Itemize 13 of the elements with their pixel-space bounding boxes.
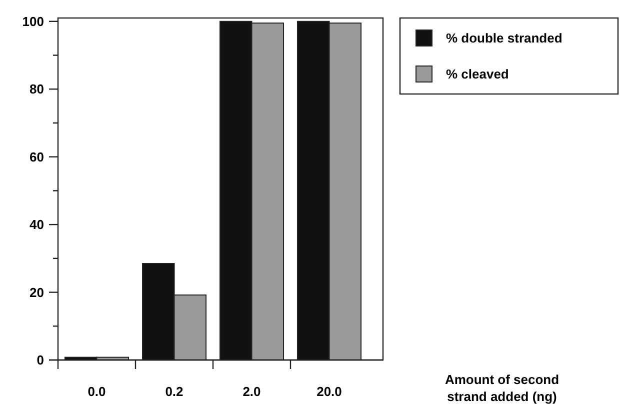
x-tick-label: 2.0 xyxy=(242,384,261,399)
y-tick-label: 60 xyxy=(30,149,44,164)
x-tick-label: 20.0 xyxy=(316,384,342,399)
y-tick-label: 100 xyxy=(22,14,44,29)
y-tick-label: 40 xyxy=(30,217,44,232)
y-tick-label: 20 xyxy=(30,284,44,300)
x-axis-title: Amount of second strand added (ng) xyxy=(444,372,560,404)
legend-label: % cleaved xyxy=(446,66,509,82)
y-tick-label: 0 xyxy=(36,352,44,368)
x-tick-label: 0.0 xyxy=(88,384,106,399)
y-tick-label: 80 xyxy=(30,82,44,97)
x-tick-label: 0.2 xyxy=(165,384,184,399)
legend-label: % double stranded xyxy=(446,30,562,46)
